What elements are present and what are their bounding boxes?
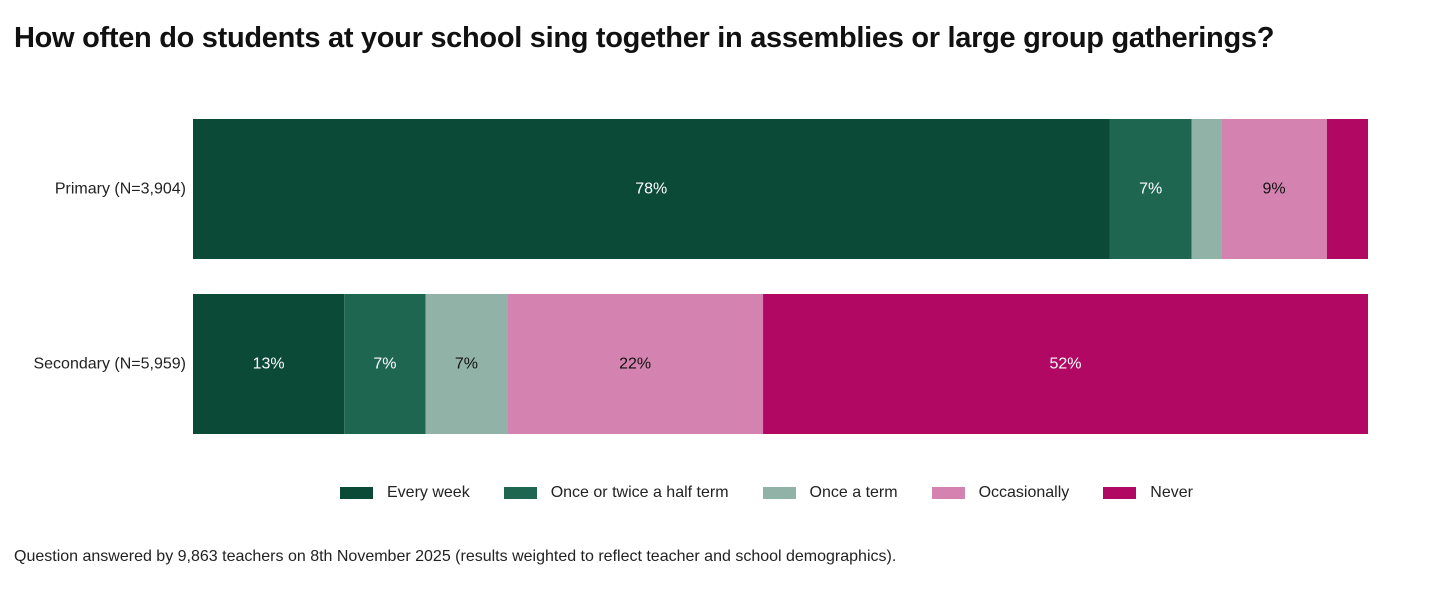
legend-swatch-once-a-term [762, 487, 796, 499]
chart-legend: Every week Once or twice a half term Onc… [340, 484, 1240, 502]
legend-item-never: Never [1103, 484, 1193, 502]
category-label-1: Secondary (N=5,959) [33, 356, 186, 373]
data-label-never-1: 52% [1050, 356, 1082, 373]
data-label-every-week-1: 13% [253, 356, 285, 373]
bar-segment-once-or-twice-a-half-term-1 [344, 294, 426, 434]
data-label-occasionally-1: 22% [619, 356, 651, 373]
data-label-occasionally-0: 9% [1262, 181, 1285, 198]
legend-item-occasionally: Occasionally [931, 484, 1070, 502]
chart-title: How often do students at your school sin… [14, 22, 1275, 54]
bar-segment-once-or-twice-a-half-term-0 [1109, 119, 1192, 259]
data-label-once-a-term-1: 7% [455, 356, 478, 373]
bar-segment-once-a-term-0 [1191, 119, 1222, 259]
legend-swatch-half-term [503, 487, 537, 499]
legend-item-once-a-term: Once a term [762, 484, 898, 502]
legend-label-half-term: Once or twice a half term [550, 484, 729, 501]
legend-label-every-week: Every week [387, 484, 470, 501]
chart-footnote: Question answered by 9,863 teachers on 8… [14, 548, 897, 565]
legend-swatch-occasionally [931, 487, 965, 499]
stacked-bar-chart: Primary (N=3,904) 78% 7% 9% Secondary (N=5,9… [33, 119, 1369, 434]
legend-label-once-a-term: Once a term [809, 484, 898, 501]
bar-segment-never-0 [1326, 119, 1369, 259]
legend-item-every-week: Every week [340, 484, 470, 502]
legend-item-half-term: Once or twice a half term [503, 484, 729, 502]
legend-swatch-never [1103, 487, 1137, 499]
bar-segment-occasionally-1 [507, 294, 764, 434]
bar-segment-once-a-term-1 [425, 294, 508, 434]
legend-label-occasionally: Occasionally [978, 484, 1070, 501]
category-label-0: Primary (N=3,904) [55, 181, 186, 198]
data-label-every-week-0: 78% [635, 181, 667, 198]
data-label-once-or-twice-a-half-term-1: 7% [373, 356, 396, 373]
bar-segment-every-week-0 [193, 119, 1110, 259]
data-label-once-or-twice-a-half-term-0: 7% [1139, 181, 1162, 198]
bar-segment-occasionally-0 [1221, 119, 1327, 259]
bar-segment-never-1 [763, 294, 1368, 434]
legend-swatch-every-week [340, 487, 373, 499]
legend-label-never: Never [1150, 484, 1193, 501]
bar-segment-every-week-1 [193, 294, 345, 434]
